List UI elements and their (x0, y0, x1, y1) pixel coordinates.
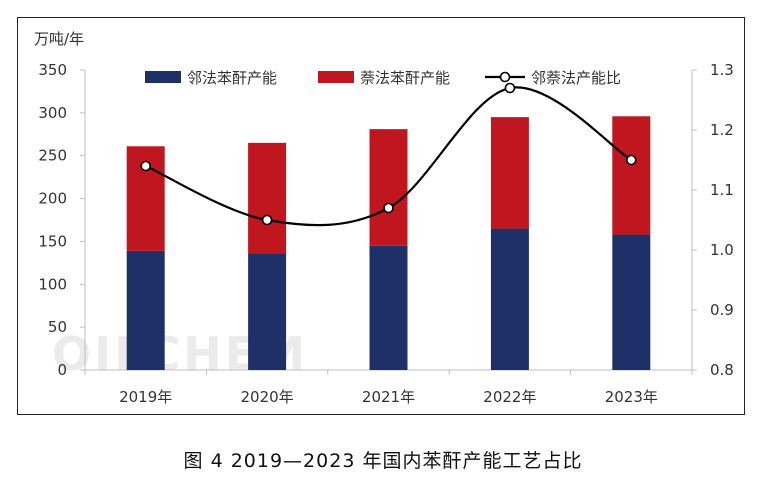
y-left-tick-label: 100 (38, 275, 67, 293)
bar-naphthalene-process (248, 142, 287, 254)
bar-ortho-process (369, 245, 408, 370)
y-left-tick-label: 250 (38, 147, 67, 165)
bar-ortho-process (248, 253, 287, 370)
legend-label: 邻萘法产能比 (531, 69, 621, 87)
x-tick-label: 2019年 (119, 388, 172, 406)
y-right-tick-label: 0.8 (710, 361, 734, 379)
y-left-tick-label: 200 (38, 190, 67, 208)
y-right-tick-label: 0.9 (710, 301, 734, 319)
y-right-tick-label: 1.1 (710, 181, 734, 199)
legend-swatch (145, 71, 181, 83)
y-left-tick-label: 50 (48, 318, 67, 336)
ratio-point (261, 214, 273, 226)
bar-naphthalene-process (369, 129, 408, 246)
y-left-tick-label: 150 (38, 232, 67, 250)
x-tick-label: 2022年 (483, 388, 536, 406)
y-axis-unit-label: 万吨/年 (34, 30, 85, 48)
bar-ortho-process (126, 250, 165, 370)
y-right-tick-label: 1.3 (710, 61, 734, 79)
legend-label: 邻法苯酐产能 (187, 69, 277, 87)
ratio-point (504, 82, 516, 94)
bar-naphthalene-process (490, 117, 529, 229)
bar-ortho-process (490, 228, 529, 370)
y-right-tick-label: 1.0 (710, 241, 734, 259)
legend-marker (499, 71, 511, 83)
legend-label: 萘法苯酐产能 (360, 69, 450, 87)
x-tick-label: 2020年 (241, 388, 294, 406)
bar-ortho-process (612, 234, 651, 370)
figure-caption: 图 4 2019—2023 年国内苯酐产能工艺占比 (183, 450, 583, 472)
bar-naphthalene-process (612, 116, 651, 235)
y-left-tick-label: 300 (38, 104, 67, 122)
ratio-point (625, 154, 637, 166)
y-left-tick-label: 350 (38, 61, 67, 79)
y-left-tick-label: 0 (57, 361, 67, 379)
x-tick-label: 2021年 (362, 388, 415, 406)
ratio-point (140, 160, 151, 172)
ratio-point (383, 202, 394, 214)
legend-swatch (318, 71, 354, 83)
y-right-tick-label: 1.2 (710, 121, 734, 139)
x-tick-label: 2023年 (605, 388, 658, 406)
